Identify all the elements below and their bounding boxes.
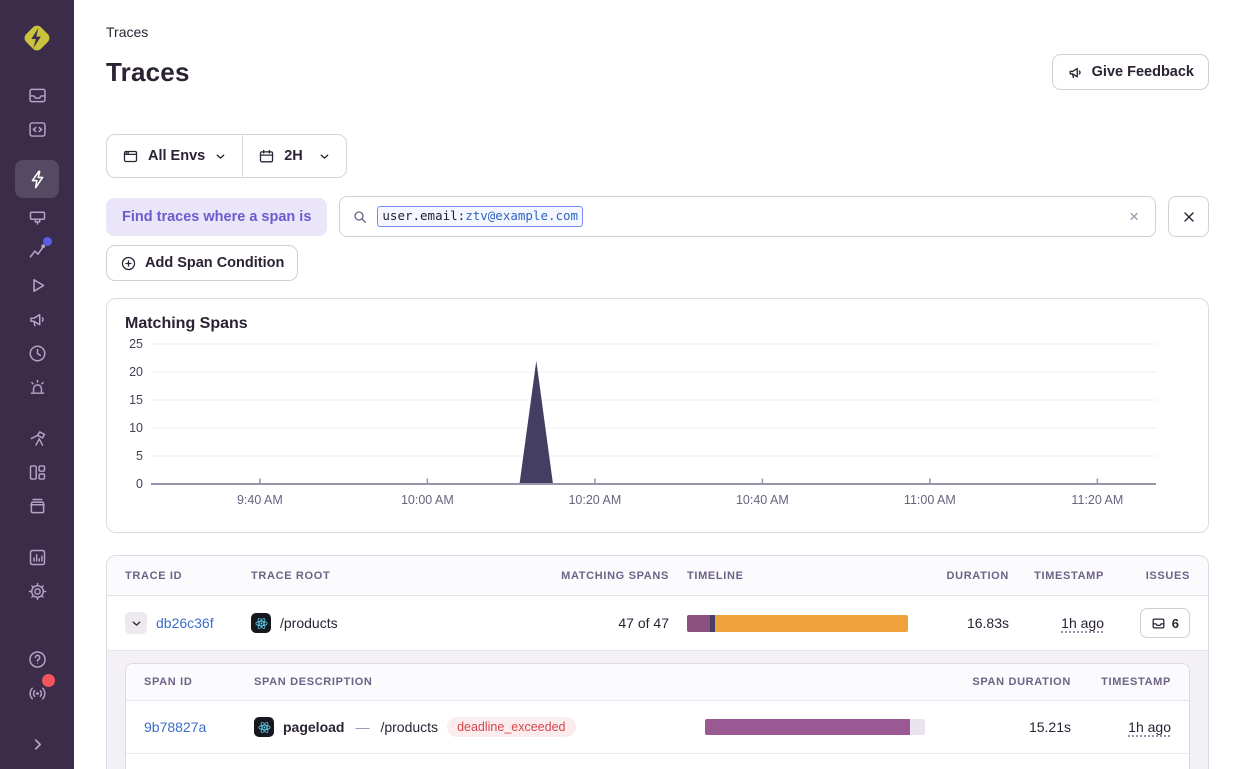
chart-title: Matching Spans (125, 315, 248, 332)
sidebar-item-feedback[interactable] (15, 302, 59, 336)
span-duration: 15.21s (1028, 719, 1071, 735)
trace-issues-button[interactable]: 6 (1139, 608, 1190, 638)
span-row: b7a7e441 ex http.server — GET /organizat… (126, 753, 1189, 769)
span-id-link[interactable]: 9b78827a (144, 719, 207, 735)
svg-text:15: 15 (129, 393, 143, 407)
add-span-condition-button[interactable]: Add Span Condition (106, 245, 299, 281)
main-content: Traces Traces Give Feedback A (74, 0, 1241, 769)
span-row: 9b78827a pageload — (126, 701, 1189, 753)
sidebar-item-insights[interactable] (15, 234, 59, 268)
megaphone-icon (1067, 64, 1084, 81)
span-table: SPAN ID SPAN DESCRIPTION SPAN DURATION T… (125, 663, 1190, 769)
date-range-filter[interactable]: 2H (243, 135, 346, 177)
traces-table-header: TRACE ID TRACE ROOT MATCHING SPANS TIMEL… (107, 556, 1208, 596)
filter-divider (242, 135, 244, 177)
issues-icon (1151, 616, 1166, 631)
react-platform-icon (254, 717, 274, 737)
trace-timeline-bar (687, 614, 908, 632)
remove-condition-button[interactable] (1168, 196, 1209, 237)
sidebar-item-alerts[interactable] (15, 370, 59, 404)
sidebar-item-help[interactable] (15, 642, 59, 676)
span-description: /products (380, 719, 439, 735)
sidebar-item-whats-new[interactable] (15, 674, 59, 710)
sidebar-item-traces[interactable] (15, 160, 59, 198)
trace-timestamp: 1h ago (1061, 615, 1104, 631)
notification-dot-blue (43, 237, 52, 246)
environment-filter[interactable]: All Envs (107, 135, 242, 177)
svg-text:10: 10 (129, 421, 143, 435)
svg-text:0: 0 (136, 477, 143, 491)
search-clear-icon[interactable]: × (1129, 207, 1139, 226)
svg-text:25: 25 (129, 337, 143, 351)
sidebar-item-history[interactable] (15, 336, 59, 370)
sidebar-item-stats[interactable] (15, 540, 59, 574)
breadcrumb[interactable]: Traces (106, 24, 149, 40)
plus-circle-icon (120, 255, 137, 272)
filter-bar: All Envs 2H (106, 134, 347, 178)
sidebar-item-discover[interactable] (15, 421, 59, 455)
sidebar-item-issues[interactable] (15, 78, 59, 112)
trace-root-label: /products (280, 615, 338, 631)
sentry-logo[interactable] (17, 18, 57, 58)
nested-span-section: SPAN ID SPAN DESCRIPTION SPAN DURATION T… (107, 650, 1208, 769)
sidebar-item-replays[interactable] (15, 268, 59, 302)
span-op: pageload (283, 719, 345, 735)
search-icon (352, 209, 368, 225)
svg-text:11:20 AM: 11:20 AM (1071, 493, 1123, 507)
sidebar-item-projects[interactable] (15, 200, 59, 234)
trace-row: db26c36f /products 47 of 47 16 (107, 596, 1208, 650)
svg-text:20: 20 (129, 365, 143, 379)
sidebar-collapse-button[interactable] (15, 727, 59, 761)
give-feedback-button[interactable]: Give Feedback (1051, 54, 1209, 90)
sidebar-item-explore[interactable] (15, 112, 59, 146)
page-title: Traces (106, 56, 190, 87)
collapse-trace-button[interactable] (125, 612, 147, 634)
span-timestamp: 1h ago (1128, 719, 1171, 735)
sidebar (0, 0, 74, 769)
span-table-header: SPAN ID SPAN DESCRIPTION SPAN DURATION T… (126, 664, 1189, 701)
svg-text:10:00 AM: 10:00 AM (401, 493, 454, 507)
traces-table: TRACE ID TRACE ROOT MATCHING SPANS TIMEL… (106, 555, 1209, 769)
span-timeline-bar (705, 719, 925, 735)
chevron-down-icon (318, 150, 331, 163)
search-token[interactable]: user.email:ztv@example.com (377, 206, 584, 227)
sidebar-item-dashboards[interactable] (15, 455, 59, 489)
svg-text:10:20 AM: 10:20 AM (568, 493, 621, 507)
span-search-input[interactable]: user.email:ztv@example.com × (339, 196, 1156, 237)
svg-text:10:40 AM: 10:40 AM (736, 493, 789, 507)
svg-text:5: 5 (136, 449, 143, 463)
svg-text:9:40 AM: 9:40 AM (237, 493, 283, 507)
svg-text:11:00 AM: 11:00 AM (904, 493, 956, 507)
span-condition-label: Find traces where a span is (106, 197, 328, 236)
trace-duration: 16.83s (966, 615, 1009, 631)
notification-dot-red (42, 674, 55, 687)
chevron-down-icon (214, 150, 227, 163)
calendar-icon (258, 148, 275, 165)
sidebar-item-releases[interactable] (15, 489, 59, 523)
matching-spans-count: 47 of 47 (618, 615, 669, 631)
environment-icon (122, 148, 139, 165)
matching-spans-chart: 0 5 10 15 20 25 9:40 AM 10:00 AM 10:20 AM 10:40 A… (129, 337, 1156, 507)
span-status-badge: deadline_exceeded (447, 717, 576, 737)
sidebar-item-settings[interactable] (15, 574, 59, 608)
react-platform-icon (251, 613, 271, 633)
matching-spans-panel: Matching Spans 0 5 10 15 20 25 9:40 AM 10:00 AM… (106, 298, 1209, 533)
trace-id-link[interactable]: db26c36f (156, 615, 214, 631)
